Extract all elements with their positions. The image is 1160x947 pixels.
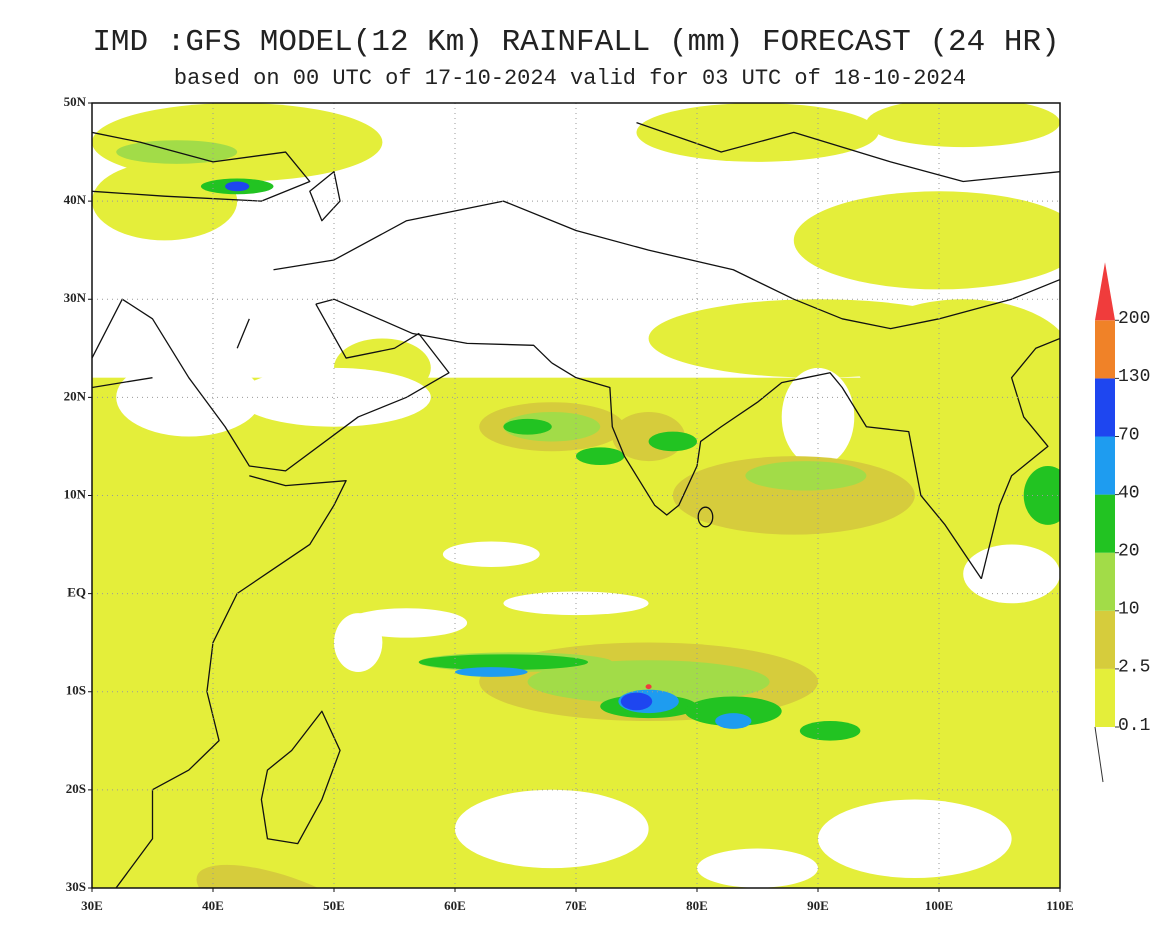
longitude-label: 90E (807, 898, 829, 913)
latitude-label: 50N (64, 94, 87, 109)
legend-label: 40 (1118, 483, 1140, 503)
latitude-label: 10S (66, 683, 86, 698)
color-swatch (1095, 320, 1115, 379)
map-subtitle: based on 00 UTC of 17-10-2024 valid for … (174, 66, 966, 91)
rainfall-field (92, 103, 1060, 888)
legend-label: 200 (1118, 309, 1150, 329)
longitude-label: 70E (565, 898, 587, 913)
latitude-label: 40N (64, 192, 87, 207)
color-swatch (1095, 262, 1115, 321)
longitude-label: 80E (686, 898, 708, 913)
latitude-label: 10N (64, 486, 87, 501)
legend-label: 130 (1118, 367, 1150, 387)
legend-label: 20 (1118, 541, 1140, 561)
longitude-label: 30E (81, 898, 103, 913)
latitude-label: EQ (67, 585, 86, 600)
color-swatch (1095, 378, 1115, 437)
color-swatch (1095, 668, 1115, 727)
color-swatch (1095, 552, 1115, 611)
legend-label: 2.5 (1118, 658, 1150, 678)
latitude-label: 20N (64, 388, 87, 403)
legend-label: 10 (1118, 600, 1140, 620)
longitude-label: 110E (1046, 898, 1073, 913)
color-swatch (1095, 494, 1115, 553)
longitude-label: 100E (925, 898, 953, 913)
longitude-label: 40E (202, 898, 224, 913)
color-swatch (1095, 436, 1115, 495)
color-bar-tail (1094, 726, 1104, 783)
latitude-label: 30N (64, 290, 87, 305)
longitude-label: 50E (323, 898, 345, 913)
latitude-label: 30S (66, 879, 86, 894)
latitude-label: 20S (66, 781, 86, 796)
color-swatch (1095, 610, 1115, 669)
color-bar: 0.1 2.5 10 20 40 70 130 200 (1094, 262, 1150, 783)
map-title: IMD :GFS MODEL(12 Km) RAINFALL (mm) FORE… (92, 25, 1059, 60)
legend-label: 0.1 (1118, 716, 1150, 736)
longitude-label: 60E (444, 898, 466, 913)
legend-label: 70 (1118, 425, 1140, 445)
